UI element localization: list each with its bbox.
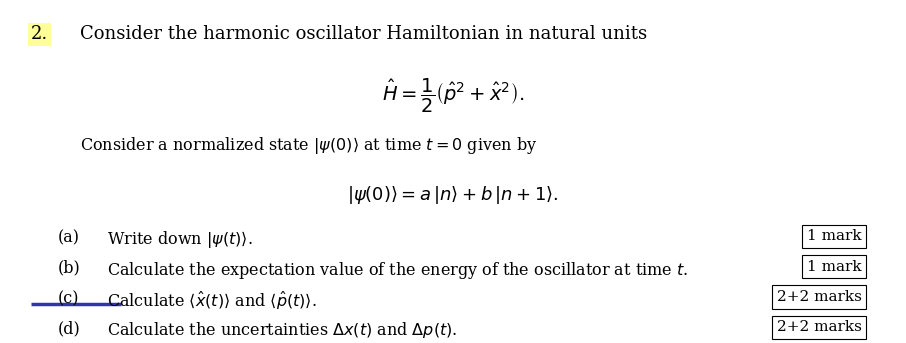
Text: Calculate $\langle\hat{x}(t)\rangle$ and $\langle\hat{p}(t)\rangle$.: Calculate $\langle\hat{x}(t)\rangle$ and… <box>108 290 317 312</box>
Text: 1 mark: 1 mark <box>807 260 862 274</box>
Text: (b): (b) <box>58 260 81 276</box>
Text: (a): (a) <box>58 229 80 246</box>
Text: 2+2 marks: 2+2 marks <box>776 320 862 334</box>
Text: Consider the harmonic oscillator Hamiltonian in natural units: Consider the harmonic oscillator Hamilto… <box>81 25 648 44</box>
Text: Calculate the uncertainties $\Delta x(t)$ and $\Delta p(t)$.: Calculate the uncertainties $\Delta x(t)… <box>108 320 458 341</box>
Text: Write down $|\psi(t)\rangle$.: Write down $|\psi(t)\rangle$. <box>108 229 253 250</box>
Text: $|\psi(0)\rangle = a\,|n\rangle + b\,|n+1\rangle.$: $|\psi(0)\rangle = a\,|n\rangle + b\,|n+… <box>347 184 559 205</box>
Text: Calculate the expectation value of the energy of the oscillator at time $t$.: Calculate the expectation value of the e… <box>108 260 689 281</box>
Text: 2.: 2. <box>31 25 48 44</box>
Text: 2+2 marks: 2+2 marks <box>776 290 862 304</box>
Text: (d): (d) <box>58 320 81 338</box>
Text: (c): (c) <box>58 290 80 307</box>
Text: Consider a normalized state $|\psi(0)\rangle$ at time $t = 0$ given by: Consider a normalized state $|\psi(0)\ra… <box>81 135 538 156</box>
Text: 1 mark: 1 mark <box>807 229 862 243</box>
Text: $\hat{H} = \dfrac{1}{2}\left(\hat{p}^2 + \hat{x}^2\right).$: $\hat{H} = \dfrac{1}{2}\left(\hat{p}^2 +… <box>382 77 524 115</box>
